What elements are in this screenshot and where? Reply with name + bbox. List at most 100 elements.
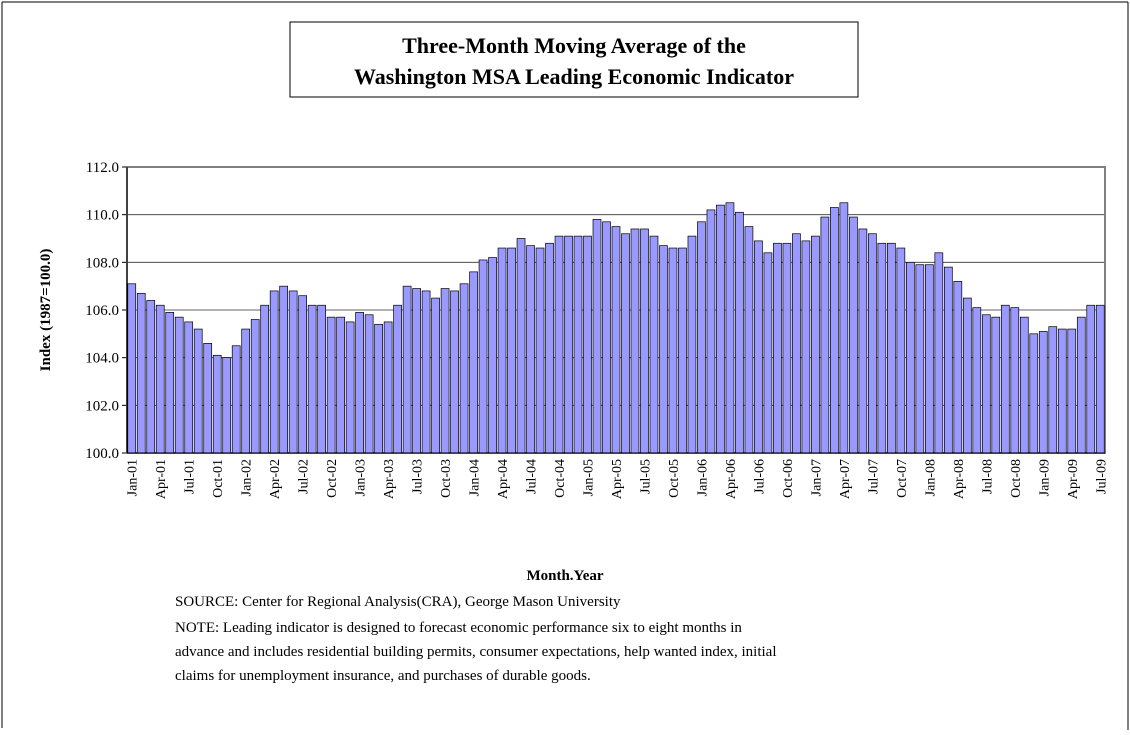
chart-title: Three-Month Moving Average of the [402, 33, 746, 58]
y-tick-label: 112.0 [86, 160, 119, 176]
x-tick-label: Jan-02 [240, 459, 255, 496]
x-tick-label: Oct-08 [1009, 459, 1024, 498]
bar [402, 285, 412, 454]
y-tick-label: 106.0 [85, 303, 119, 319]
bar [773, 242, 782, 454]
bar [165, 312, 175, 454]
x-tick-label: Apr-08 [952, 459, 967, 499]
bar [906, 261, 915, 454]
bar [934, 252, 944, 454]
y-tick-label: 110.0 [86, 208, 119, 224]
x-tick-label: Jul-06 [752, 459, 767, 494]
x-tick-label: Apr-01 [154, 459, 169, 499]
bar [146, 300, 156, 454]
bar [535, 247, 545, 454]
bar [336, 316, 345, 454]
bar [792, 233, 801, 454]
bar [231, 345, 241, 454]
x-tick-label: Jan-01 [126, 459, 141, 496]
bar [212, 354, 222, 454]
x-tick-label: Apr-06 [724, 459, 739, 499]
y-tick-label: 100.0 [85, 446, 119, 462]
x-tick-label: Apr-02 [268, 459, 283, 499]
bar [1076, 316, 1086, 454]
x-tick-label: Jul-08 [980, 459, 995, 494]
x-tick-label: Jul-05 [638, 459, 653, 494]
x-tick-label: Apr-09 [1066, 459, 1081, 499]
x-tick-label: Jul-04 [525, 459, 540, 494]
bar [1067, 328, 1077, 454]
bar [478, 259, 488, 454]
bar [1086, 304, 1096, 454]
y-tick-label: 102.0 [85, 398, 119, 414]
x-tick-label: Oct-01 [211, 459, 226, 498]
bar [868, 233, 877, 454]
bar [488, 257, 497, 454]
bar [507, 247, 516, 454]
bar [222, 357, 232, 454]
bar [1095, 304, 1105, 454]
bar [364, 314, 374, 454]
bar [811, 235, 820, 454]
bar [260, 304, 270, 454]
bar [564, 235, 573, 454]
bar [127, 283, 137, 454]
bar [440, 288, 450, 454]
bar [592, 219, 602, 454]
bar [1029, 333, 1039, 454]
bar [735, 211, 744, 454]
bar [649, 235, 659, 454]
bar [697, 221, 706, 454]
bar [345, 321, 355, 454]
bar [602, 221, 611, 454]
bar [326, 316, 336, 454]
bar [1010, 307, 1020, 454]
bar [716, 204, 725, 454]
bar [374, 323, 383, 454]
x-tick-label: Apr-04 [496, 459, 511, 499]
bar [754, 240, 763, 454]
bar [184, 321, 194, 454]
x-tick-label: Oct-05 [667, 459, 682, 498]
bar [877, 242, 887, 454]
bar [953, 281, 963, 454]
bar [583, 235, 592, 454]
x-tick-label: Jul-07 [866, 459, 881, 494]
y-tick-label: 104.0 [85, 351, 119, 367]
bar [450, 290, 459, 454]
bar [554, 235, 564, 454]
bar [288, 290, 298, 454]
bar [678, 247, 687, 454]
bar [269, 290, 279, 454]
x-axis-label: Month.Year [526, 568, 603, 584]
bar [744, 226, 754, 454]
bar [469, 271, 478, 454]
bar [431, 297, 440, 454]
x-tick-label: Jan-05 [582, 459, 597, 496]
bar [725, 202, 735, 454]
bar [621, 233, 630, 454]
bar [307, 304, 317, 454]
y-tick-label: 108.0 [85, 255, 119, 271]
x-tick-label: Oct-04 [553, 459, 568, 498]
x-tick-label: Jan-04 [468, 459, 483, 496]
bar [412, 288, 421, 454]
chart-title: Washington MSA Leading Economic Indicato… [354, 64, 794, 89]
bar [659, 245, 668, 454]
bar [839, 202, 849, 454]
bar [1000, 304, 1010, 454]
x-tick-label: Apr-03 [382, 459, 397, 499]
x-tick-label: Oct-06 [781, 459, 796, 498]
bar [991, 316, 1001, 454]
bar [849, 216, 858, 454]
x-tick-label: Jul-09 [1094, 459, 1109, 494]
x-tick-label: Jul-03 [411, 459, 426, 494]
x-tick-label: Apr-07 [838, 459, 853, 499]
bar [545, 242, 554, 454]
bar [981, 314, 991, 454]
x-tick-label: Jul-02 [297, 459, 312, 494]
bar [203, 343, 213, 454]
bar [887, 242, 896, 454]
bar [497, 247, 507, 454]
